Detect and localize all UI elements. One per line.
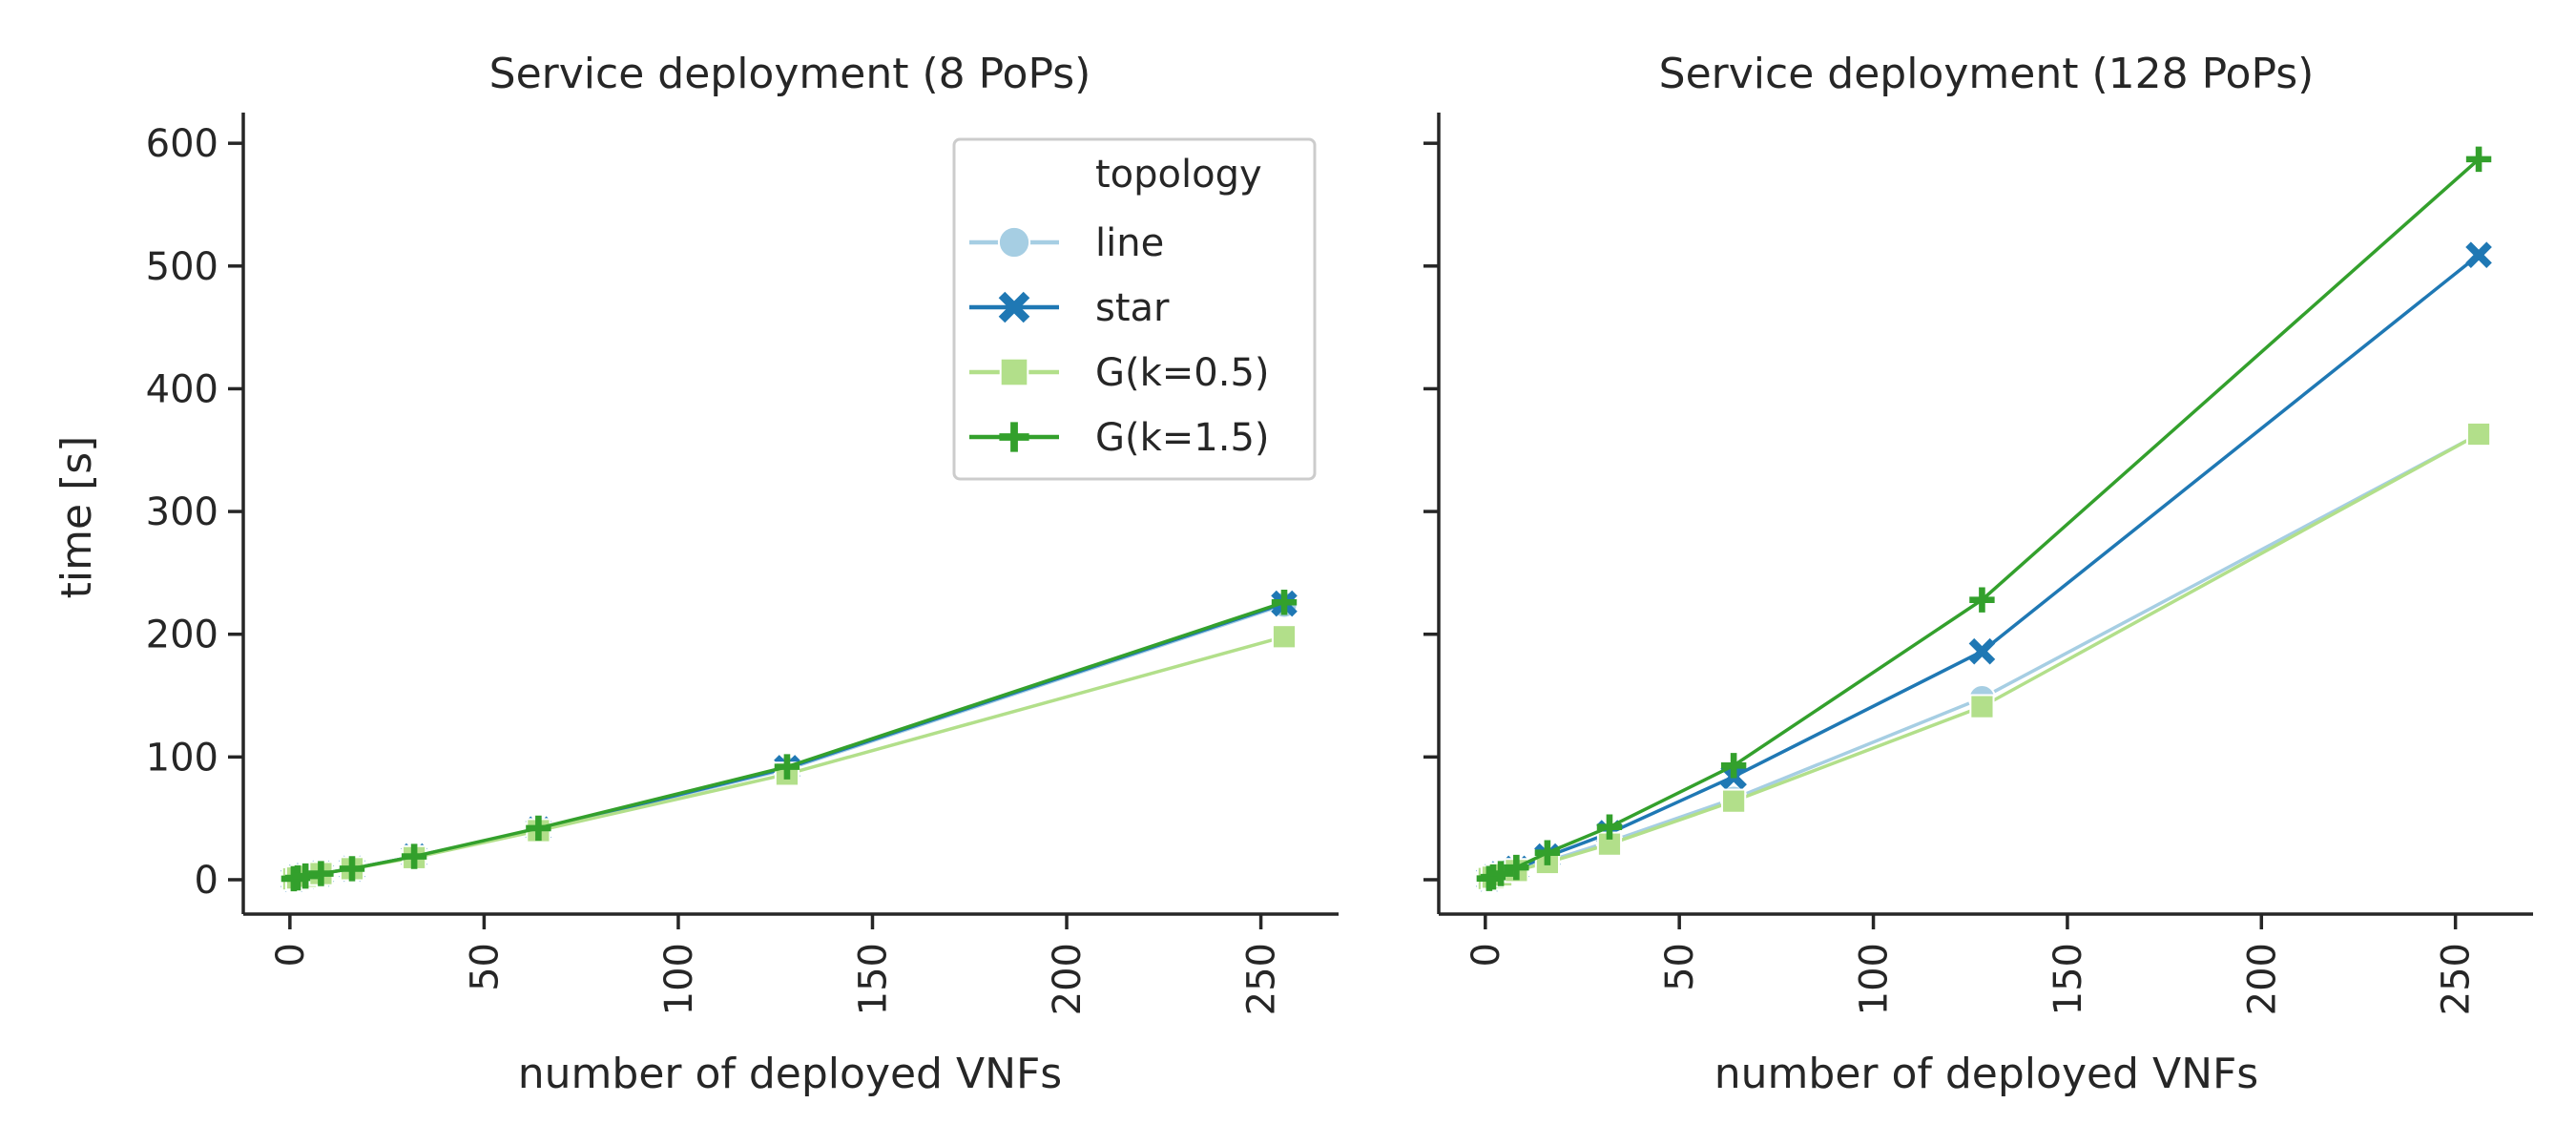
legend-label-g-k-0-5: G(k=0.5): [1095, 351, 1270, 395]
left-y-tick-label: 500: [146, 245, 218, 289]
left-y-tick-label: 400: [146, 367, 218, 411]
right-x-axis-label: number of deployed VNFs: [1714, 1050, 2258, 1098]
legend-marker-g-k-0-5: [999, 357, 1029, 387]
right-data-point-g-k-1-5: [1720, 753, 1747, 779]
right-x-tick-label: 0: [1465, 943, 1508, 967]
left-y-tick-label: 600: [146, 122, 218, 166]
legend-marker-g-k-1-5: [999, 422, 1029, 452]
right-data-point-star: [1968, 637, 1996, 665]
left-series-line-g-k-1-5: [293, 600, 1285, 881]
left-data-point-g-k-1-5: [401, 843, 427, 869]
left-y-tick-label: 200: [146, 614, 218, 657]
left-series-line-line: [293, 603, 1285, 881]
right-series-line-star: [1488, 253, 2481, 881]
left-chart-panel: Service deployment (8 PoPs) number of de…: [52, 50, 1339, 1098]
right-data-point-star: [2465, 241, 2492, 269]
right-data-point-g-k-1-5: [1504, 854, 1529, 881]
right-data-point-g-k-1-5: [1534, 840, 1561, 865]
right-x-tick-label: 150: [2046, 943, 2090, 1015]
right-series-line-g-k-1-5: [1488, 157, 2481, 881]
left-x-axis-label: number of deployed VNFs: [518, 1050, 1062, 1098]
left-x-tick-label: 200: [1046, 943, 1090, 1015]
left-y-tick-label: 300: [146, 490, 218, 534]
legend-title: topology: [1095, 153, 1262, 197]
left-series-line-star: [293, 601, 1285, 881]
legend-label-star: star: [1095, 286, 1170, 330]
left-data-point-g-k-1-5: [308, 861, 334, 886]
right-x-tick-label: 250: [2435, 943, 2479, 1015]
left-data-point-g-k-1-5: [1271, 590, 1298, 615]
right-data-point-g-k-1-5: [1969, 587, 1995, 613]
left-data-point-g-k-1-5: [526, 815, 551, 842]
left-data-point-g-k-1-5: [339, 856, 365, 882]
right-data-point-g-k-0-5: [2465, 421, 2492, 448]
left-x-tick-label: 150: [851, 943, 895, 1015]
right-chart-panel: Service deployment (128 PoPs) number of …: [1423, 50, 2533, 1098]
right-data-point-g-k-0-5: [1721, 788, 1747, 814]
right-data-point-g-k-1-5: [1596, 814, 1623, 840]
right-data-point-g-k-0-5: [1969, 694, 1995, 719]
legend-marker-star: [998, 291, 1030, 323]
right-x-tick-label: 50: [1658, 943, 1702, 991]
right-data-point-g-k-1-5: [1487, 861, 1514, 886]
left-data-point-g-k-0-5: [1271, 624, 1298, 650]
left-x-tick-label: 0: [269, 943, 313, 967]
left-x-tick-label: 50: [463, 943, 507, 991]
right-chart-title: Service deployment (128 PoPs): [1659, 50, 2315, 98]
left-x-tick-label: 100: [657, 943, 701, 1015]
legend-label-g-k-1-5: G(k=1.5): [1095, 416, 1270, 460]
legend-label-line: line: [1095, 221, 1164, 265]
legend-marker-line: [997, 225, 1031, 260]
right-x-tick-label: 200: [2240, 943, 2284, 1015]
left-y-axis-label: time [s]: [52, 436, 101, 599]
legend: topology line star G(k=0.5) G(k=1.5): [952, 137, 1317, 481]
left-data-point-g-k-1-5: [774, 754, 800, 780]
left-x-tick-label: 250: [1240, 943, 1284, 1015]
right-data-point-g-k-1-5: [2465, 146, 2492, 173]
legend-frame: [952, 137, 1317, 481]
left-y-tick-label: 0: [195, 859, 218, 903]
left-y-tick-label: 100: [146, 736, 218, 780]
right-x-tick-label: 100: [1853, 943, 1897, 1015]
left-chart-title: Service deployment (8 PoPs): [489, 50, 1091, 98]
